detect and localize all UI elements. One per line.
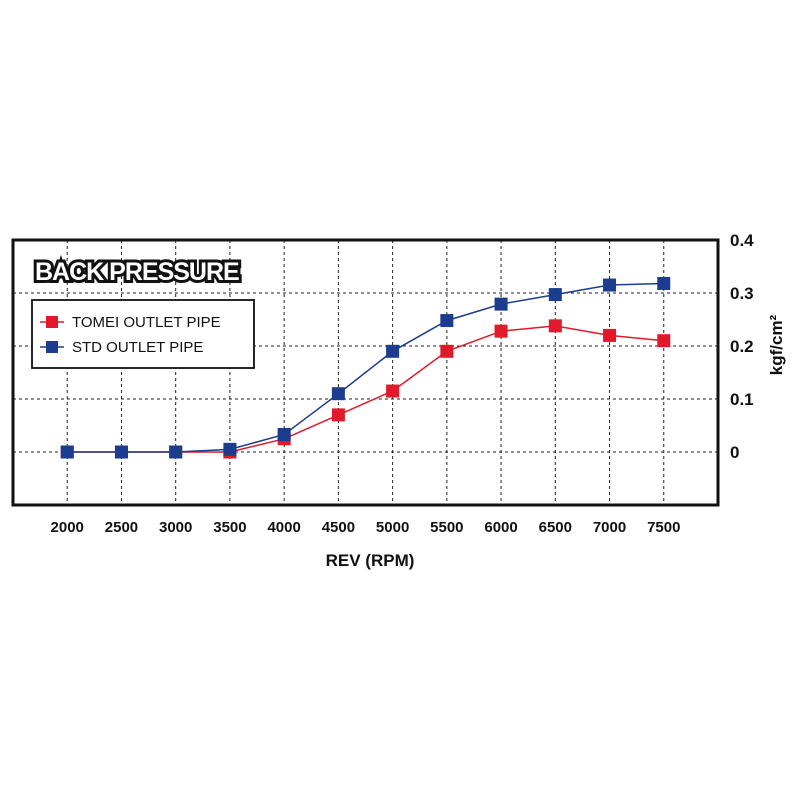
series-layer (60, 276, 671, 459)
grid-layer (13, 240, 718, 505)
y-tick-label-4: 0 (730, 443, 739, 462)
x-tick-layer: 2000 2500 3000 3500 4000 4500 5000 5500 6000 6500… (51, 519, 681, 536)
legend-box (31, 299, 255, 369)
y-tick-label-0: 0.4 (730, 231, 754, 250)
data-point-s1-0 (60, 445, 74, 459)
data-point-s1-8 (494, 297, 508, 311)
data-point-s1-2 (169, 445, 183, 459)
x-tick-label-9: 6500 (539, 519, 572, 536)
plot-frame (11, 238, 720, 507)
legend-marker-std (46, 341, 58, 353)
data-point-s1-9 (548, 288, 562, 302)
data-point-s1-11 (657, 276, 671, 290)
data-point-s0-5 (331, 408, 345, 422)
x-tick-label-4: 4000 (267, 519, 300, 536)
series-line-1 (67, 282, 664, 453)
data-point-s0-11 (657, 334, 671, 348)
x-tick-label-1: 2500 (105, 519, 138, 536)
data-point-s0-6 (386, 384, 400, 398)
y-tick-layer: 0.4 0.3 0.2 0.1 0 (730, 231, 754, 462)
data-point-s0-8 (494, 324, 508, 338)
x-tick-label-2: 3000 (159, 519, 192, 536)
data-point-s0-7 (440, 344, 454, 358)
x-tick-label-3: 3500 (213, 519, 246, 536)
legend-label-tomei: TOMEI OUTLET PIPE (72, 314, 221, 331)
legend-marker-tomei (46, 316, 58, 328)
data-point-s1-10 (603, 278, 617, 292)
data-point-s1-7 (440, 314, 454, 328)
x-tick-label-7: 5500 (430, 519, 463, 536)
x-tick-label-0: 2000 (51, 519, 84, 536)
data-point-s1-5 (331, 387, 345, 401)
legend-label-std: STD OUTLET PIPE (72, 339, 203, 356)
y-axis-label: kgf/cm² (767, 314, 786, 375)
x-axis-label: REV (RPM) (326, 551, 415, 570)
y-tick-label-3: 0.1 (730, 390, 754, 409)
x-tick-label-8: 6000 (484, 519, 517, 536)
data-point-s0-9 (548, 319, 562, 333)
data-point-s1-4 (277, 428, 291, 442)
data-point-s1-3 (223, 442, 237, 456)
x-tick-label-11: 7500 (647, 519, 680, 536)
x-tick-label-5: 4500 (322, 519, 355, 536)
y-tick-label-2: 0.2 (730, 337, 754, 356)
data-point-s1-1 (114, 445, 128, 459)
series-1 (60, 276, 671, 459)
x-tick-label-6: 5000 (376, 519, 409, 536)
y-tick-label-1: 0.3 (730, 284, 754, 303)
data-point-s1-6 (386, 344, 400, 358)
legend: TOMEI OUTLET PIPE STD OUTLET PIPE (31, 299, 255, 369)
chart-title: BACK PRESSURE (35, 258, 239, 286)
x-tick-label-10: 7000 (593, 519, 626, 536)
data-point-s0-10 (603, 328, 617, 342)
